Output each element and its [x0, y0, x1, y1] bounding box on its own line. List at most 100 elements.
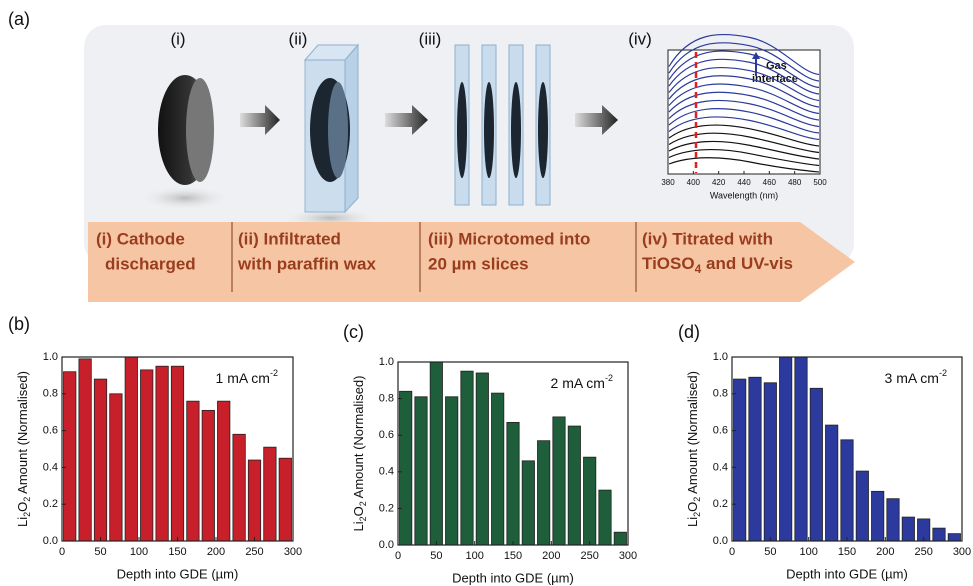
cathode-face: [186, 78, 214, 182]
step-label: (iv): [628, 29, 652, 48]
bar: [414, 396, 428, 546]
bar: [521, 460, 535, 546]
x-tick-label: 0: [729, 546, 735, 558]
x-tick-label: 460: [763, 178, 777, 187]
panel-label: (a): [8, 9, 30, 29]
spectrum-curve: [668, 157, 820, 173]
panel-label: (b): [8, 314, 30, 334]
bar: [124, 356, 138, 542]
annotation: interface: [752, 73, 798, 85]
arrow: [240, 105, 280, 135]
spectrum-curve: [668, 124, 820, 147]
y-axis-label-part: Li: [351, 521, 366, 531]
y-tick-label: 1.0: [379, 356, 394, 368]
process-band: [88, 222, 855, 302]
y-axis-label-part: Li: [685, 517, 700, 527]
bar: [506, 421, 520, 546]
x-tick-label: 380: [661, 178, 675, 187]
band-label: (ii) Infiltrated: [238, 229, 341, 248]
x-tick-label: 300: [284, 546, 302, 558]
y-axis-label: Li2O2 Amount (Normalised): [15, 371, 32, 527]
spectrum-curve: [668, 75, 820, 108]
band-label: TiOSO4 and UV-vis: [642, 254, 793, 276]
step-label: (ii): [289, 29, 308, 48]
x-tick-label: 50: [94, 546, 106, 558]
spectrum-curve: [668, 99, 820, 128]
band-label: (iii) Microtomed into: [428, 229, 590, 248]
annotation: 3 mA cm-2: [885, 368, 947, 385]
x-axis-label: Depth into GDE (µm): [786, 566, 908, 581]
y-axis-label-part: O: [351, 506, 366, 516]
bar: [460, 370, 474, 546]
x-axis-label: Depth into GDE (µm): [117, 566, 239, 581]
bar: [63, 371, 77, 542]
x-tick-label: 200: [876, 546, 894, 558]
bar: [886, 498, 900, 542]
y-tick-label: 0.6: [713, 425, 728, 437]
spectrum-curve: [668, 149, 820, 167]
subscript: 2: [358, 501, 368, 506]
x-tick-label: 100: [130, 546, 148, 558]
band-separators: [231, 222, 637, 292]
spectrum-curve: [668, 33, 820, 76]
x-tick-label: 500: [813, 178, 827, 187]
bar: [598, 489, 612, 546]
band-label: (i) Cathode: [96, 229, 185, 248]
bar: [583, 456, 597, 546]
bar: [263, 446, 277, 542]
bar: [109, 393, 123, 542]
spectrum-curve: [668, 91, 820, 121]
superscript: -2: [605, 373, 613, 383]
spectrum-curve: [668, 58, 820, 95]
x-tick-label: 50: [764, 546, 776, 558]
spectrum-curve: [668, 132, 820, 154]
y-axis-label: Li2O2 Amount (Normalised): [685, 371, 702, 527]
x-tick-label: 250: [580, 550, 598, 562]
x-tick-label: 0: [59, 546, 65, 558]
spectrum-curve: [668, 116, 820, 141]
bar: [825, 424, 839, 542]
annotation-part: 3 mA cm: [885, 370, 939, 386]
subscript: 2: [692, 512, 702, 517]
band-label-part: and UV-vis: [701, 254, 793, 273]
x-tick-label: 480: [788, 178, 802, 187]
annotation-part: 2 mA cm: [551, 375, 605, 391]
x-tick-label: 0: [395, 550, 401, 562]
x-tick-label: 420: [712, 178, 726, 187]
bar: [567, 425, 581, 546]
bar: [748, 376, 762, 542]
x-tick-label: 300: [953, 546, 971, 558]
bar: [794, 356, 808, 542]
bar: [170, 365, 185, 542]
bar: [278, 457, 292, 542]
spectrum-curve: [668, 108, 820, 134]
bar: [733, 378, 747, 542]
y-tick-label: 0.6: [379, 429, 394, 441]
x-tick-label: 200: [542, 550, 560, 562]
x-tick-label: 100: [799, 546, 817, 558]
y-tick-label: 0.8: [379, 393, 394, 405]
paraffin-block: [303, 43, 360, 214]
bar: [855, 470, 869, 542]
y-axis-label: Li2O2 Amount (Normalised): [351, 376, 368, 532]
spectrum-curve: [668, 140, 820, 160]
panel-label: (d): [678, 322, 700, 342]
y-tick-label: 0.2: [713, 498, 728, 510]
bar: [217, 400, 231, 542]
y-tick-label: 0.4: [43, 461, 58, 473]
annotation-part: 1 mA cm: [216, 370, 270, 386]
band-label: 20 µm slices: [428, 254, 529, 273]
y-tick-label: 0.4: [379, 466, 394, 478]
arrows: [240, 105, 618, 135]
step-label: (i): [170, 29, 185, 48]
y-tick-label: 0.8: [43, 388, 58, 400]
y-tick-label: 0.0: [713, 535, 728, 547]
bar: [429, 361, 443, 546]
y-axis-label-part: O: [685, 502, 700, 512]
x-tick-label: 300: [619, 550, 637, 562]
band-label-part: TiOSO: [642, 254, 695, 273]
x-tick-label: 50: [430, 550, 442, 562]
panel-label: (c): [343, 322, 364, 342]
bar: [947, 533, 961, 542]
